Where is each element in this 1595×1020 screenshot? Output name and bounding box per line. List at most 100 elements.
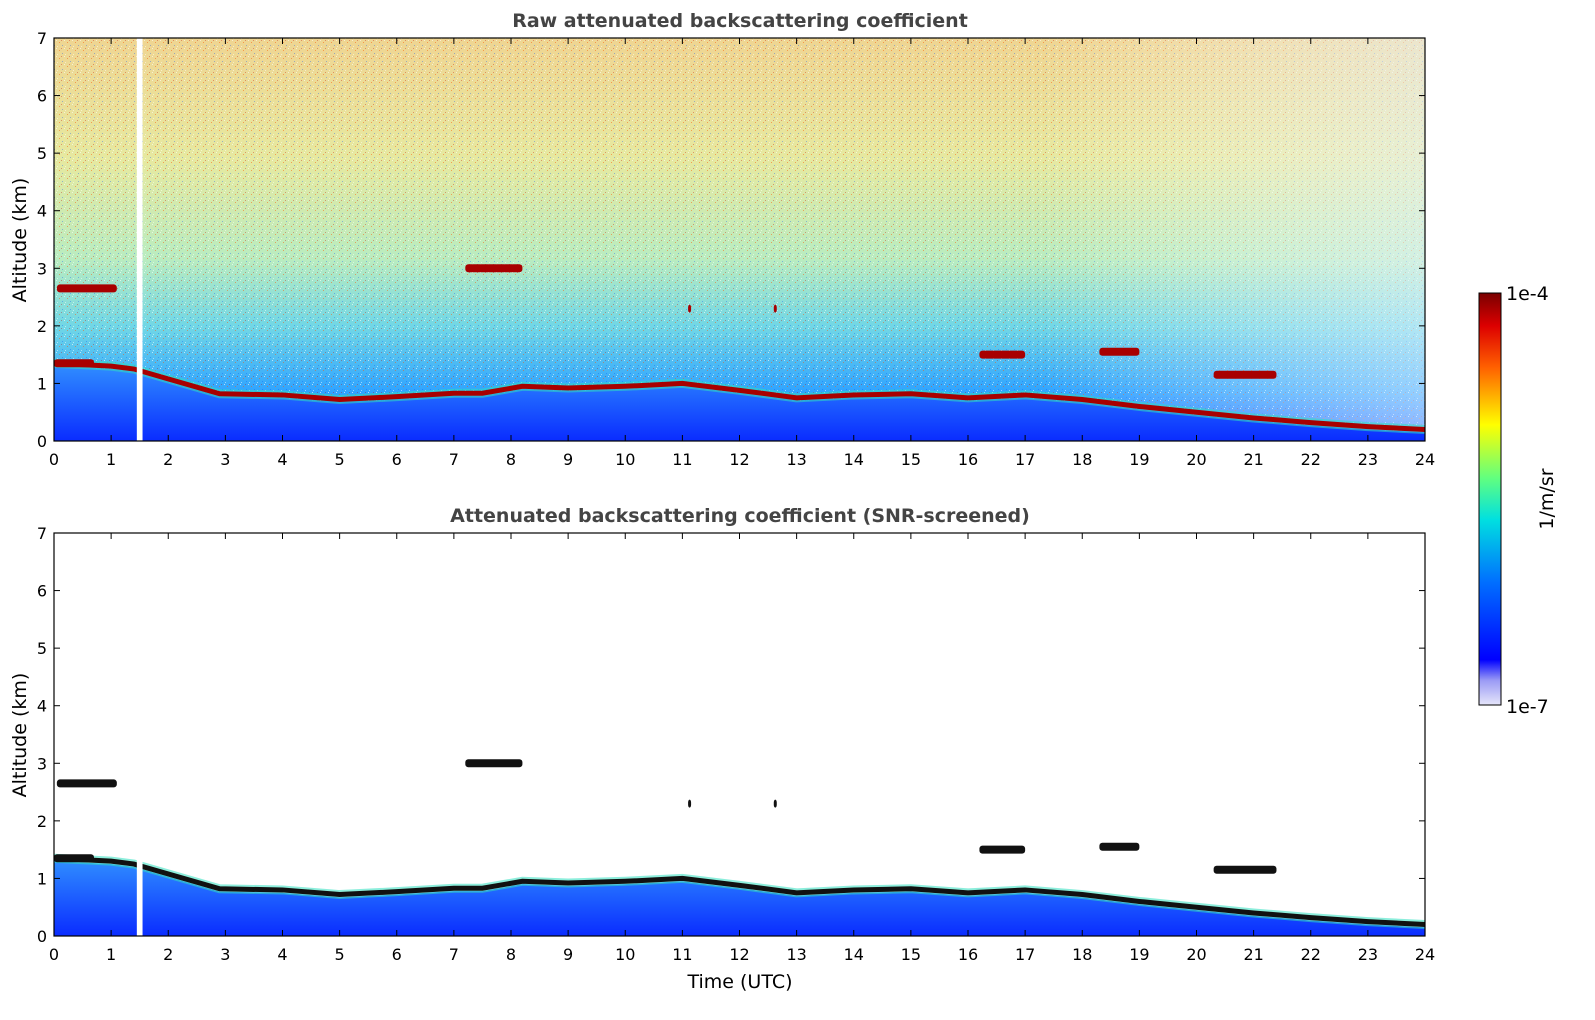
raw-cloud-layer-1	[54, 359, 94, 368]
screened-cloud-layer-4	[773, 799, 777, 808]
screened-heatmap-area	[53, 533, 1426, 936]
screened-x-tick-label: 21	[1243, 945, 1263, 964]
raw-x-tick-label: 12	[729, 450, 749, 469]
screened-x-tick-label: 10	[615, 945, 635, 964]
screened-x-tick-label: 5	[335, 945, 345, 964]
raw-cloud-layer-3	[688, 304, 692, 313]
screened-y-axis-label: Altitude (km)	[9, 673, 31, 798]
screened-y-tick-label: 6	[37, 582, 47, 601]
raw-boundary-layer-fill	[54, 366, 1425, 441]
screened-x-tick-label: 2	[163, 945, 173, 964]
screened-cloud-layer-1	[54, 854, 94, 863]
raw-x-tick-label: 24	[1415, 450, 1435, 469]
screened-y-tick-label: 7	[37, 524, 47, 543]
screened-y-tick-label: 0	[37, 927, 47, 946]
screened-x-tick-label: 17	[1015, 945, 1035, 964]
screened-data-gap	[136, 533, 143, 936]
raw-x-tick-label: 19	[1129, 450, 1149, 469]
raw-x-tick-label: 20	[1186, 450, 1206, 469]
raw-x-tick-label: 2	[163, 450, 173, 469]
raw-y-tick-label: 6	[37, 87, 47, 106]
screened-cloud-layer-3	[688, 799, 692, 808]
raw-y-tick-label: 1	[37, 374, 47, 393]
screened-layer-top-line	[53, 855, 1426, 927]
raw-cloud-layer-5	[979, 350, 1026, 359]
raw-x-tick-label: 5	[335, 450, 345, 469]
screened-x-tick-label: 13	[786, 945, 806, 964]
raw-y-tick-label: 2	[37, 317, 47, 336]
screened-x-tick-label: 14	[844, 945, 864, 964]
screened-panel-title: Attenuated backscattering coefficient (S…	[450, 505, 1030, 527]
raw-y-tick-label: 7	[37, 29, 47, 48]
screened-x-axis: 0 1 2 3 4 5 6 7 8 9 10 11 12 13 14 15 16 17 18 19 20 21 22 23 24	[49, 533, 1435, 964]
raw-x-tick-label: 4	[277, 450, 287, 469]
screened-x-tick-label: 1	[106, 945, 116, 964]
screened-x-tick-label: 6	[392, 945, 402, 964]
raw-data-gap	[136, 38, 143, 441]
screened-cloud-layer-6	[1099, 842, 1140, 851]
screened-x-tick-label: 8	[506, 945, 516, 964]
raw-y-tick-label: 4	[37, 202, 47, 221]
raw-x-axis: 0 1 2 3 4 5 6 7 8 9 10 11 12 13 14 15 16 17 18 19 20 21 22 23 24	[49, 38, 1435, 469]
screened-x-tick-label: 12	[729, 945, 749, 964]
colorbar-min-label: 1e-7	[1506, 696, 1549, 718]
screened-x-tick-label: 22	[1301, 945, 1321, 964]
raw-backscatter-panel: Raw attenuated backscattering coefficien…	[9, 10, 1435, 469]
screened-y-tick-label: 2	[37, 812, 47, 831]
raw-y-tick-label: 0	[37, 432, 47, 451]
screened-x-tick-label: 9	[563, 945, 573, 964]
raw-x-tick-label: 9	[563, 450, 573, 469]
raw-y-axis-label: Altitude (km)	[9, 178, 31, 303]
screened-x-tick-label: 20	[1186, 945, 1206, 964]
screened-x-tick-label: 3	[220, 945, 230, 964]
screened-x-tick-label: 15	[901, 945, 921, 964]
screened-x-tick-label: 19	[1129, 945, 1149, 964]
screened-x-tick-label: 11	[672, 945, 692, 964]
raw-x-tick-label: 3	[220, 450, 230, 469]
raw-x-tick-label: 10	[615, 450, 635, 469]
screened-cloud-layer-0	[56, 779, 117, 788]
screened-y-tick-label: 4	[37, 697, 47, 716]
screened-boundary-layer-fill	[54, 861, 1425, 936]
raw-cloud-layer-7	[1213, 370, 1277, 379]
screened-x-tick-label: 16	[958, 945, 978, 964]
raw-y-axis: 0 1 2 3 4 5 6 7	[37, 29, 1425, 451]
raw-x-tick-label: 23	[1358, 450, 1378, 469]
raw-x-tick-label: 6	[392, 450, 402, 469]
colorbar-max-label: 1e-4	[1506, 283, 1549, 305]
screened-x-axis-label: Time (UTC)	[686, 971, 792, 993]
colorbar-gradient	[1478, 292, 1502, 706]
raw-x-tick-label: 21	[1243, 450, 1263, 469]
raw-x-tick-label: 8	[506, 450, 516, 469]
raw-x-tick-label: 14	[844, 450, 864, 469]
colorbar-unit-label: 1/m/sr	[1536, 468, 1558, 529]
raw-layer-top-line	[53, 360, 1426, 432]
raw-x-tick-label: 18	[1072, 450, 1092, 469]
raw-x-tick-label: 0	[49, 450, 59, 469]
raw-x-tick-label: 1	[106, 450, 116, 469]
raw-x-tick-label: 15	[901, 450, 921, 469]
raw-x-tick-label: 13	[786, 450, 806, 469]
raw-cloud-layer-0	[56, 284, 117, 293]
screened-cloud-layer-7	[1213, 865, 1277, 874]
raw-cloud-layer-2	[465, 264, 523, 273]
raw-x-tick-label: 7	[449, 450, 459, 469]
screened-x-tick-label: 23	[1358, 945, 1378, 964]
raw-y-tick-label: 3	[37, 259, 47, 278]
screened-x-tick-label: 7	[449, 945, 459, 964]
screened-backscatter-panel: Attenuated backscattering coefficient (S…	[9, 505, 1435, 993]
raw-panel-title: Raw attenuated backscattering coefficien…	[512, 10, 968, 32]
screened-y-tick-label: 1	[37, 869, 47, 888]
raw-heatmap-area	[53, 38, 1426, 441]
screened-x-tick-label: 24	[1415, 945, 1435, 964]
raw-x-tick-label: 11	[672, 450, 692, 469]
raw-x-tick-label: 17	[1015, 450, 1035, 469]
screened-y-tick-label: 3	[37, 754, 47, 773]
screened-x-tick-label: 0	[49, 945, 59, 964]
screened-cloud-layer-5	[979, 845, 1026, 854]
raw-cloud-layer-4	[773, 304, 777, 313]
colorbar: 1e-4 1e-7 1/m/sr	[1478, 283, 1558, 718]
screened-y-axis: 0 1 2 3 4 5 6 7	[37, 524, 1425, 946]
screened-x-tick-label: 18	[1072, 945, 1092, 964]
